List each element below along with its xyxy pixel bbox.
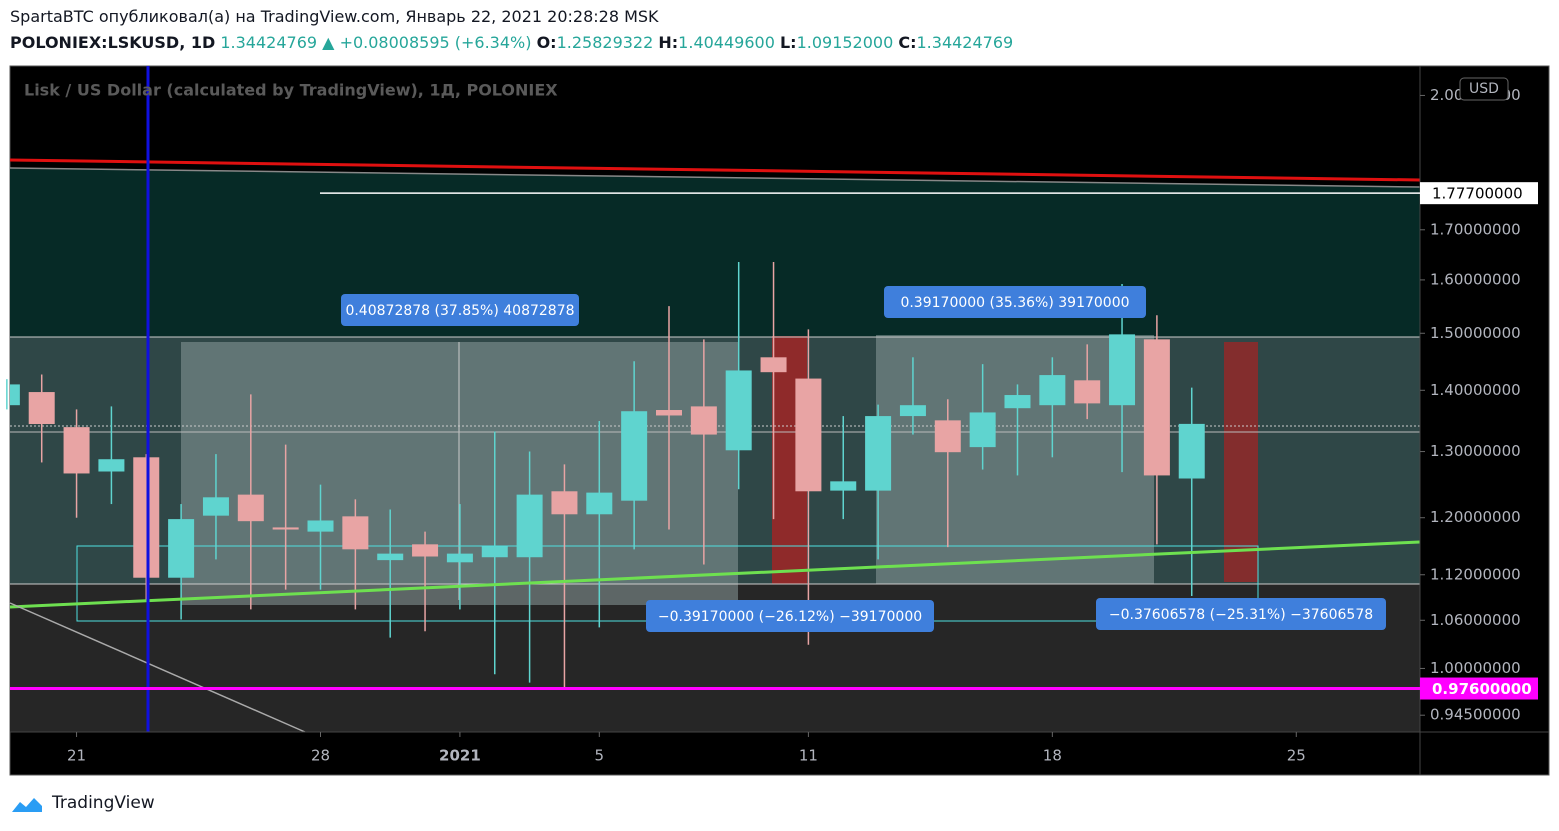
publisher: SpartaBTC опубликовал(а) на TradingView.… [10, 7, 659, 26]
x-tick-label: 21 [67, 747, 86, 765]
measure-label-bg [884, 286, 1146, 318]
price-label: 1.77700000 [1432, 185, 1523, 203]
y-tick-label: 1.60000000 [1430, 270, 1521, 288]
candle-body [830, 481, 857, 491]
candle-body [481, 546, 508, 558]
x-tick-label: 28 [311, 747, 330, 765]
candle-body [1074, 380, 1101, 404]
candle-body [28, 392, 55, 425]
y-tick-label: 1.50000000 [1430, 324, 1521, 342]
measure-box [876, 335, 1154, 584]
candle-body [760, 357, 787, 373]
candle-body [237, 494, 264, 522]
x-tick-label: 11 [799, 747, 818, 765]
y-tick-label: 1.00000000 [1430, 659, 1521, 677]
measure-label-bg [1096, 598, 1386, 630]
candle-body [307, 520, 334, 532]
resistance-line [9, 158, 1421, 182]
measure-label: −0.37606578 (−25.31%) −37606578 [1109, 607, 1373, 623]
o: 1.25829322 [556, 33, 654, 52]
x-tick-label: 2021 [439, 747, 481, 765]
price-label-bg [1420, 182, 1538, 205]
c-label: C: [898, 33, 917, 52]
publisher-text: SpartaBTC опубликовал(а) на TradingView.… [10, 7, 659, 26]
y-tick-label: 1.06000000 [1430, 611, 1521, 629]
x-tick-label: 25 [1287, 747, 1306, 765]
last: 1.34424769 [220, 33, 318, 52]
candle-body [1178, 423, 1205, 479]
candle-body [133, 457, 160, 578]
y-tick-label: 1.30000000 [1430, 442, 1521, 460]
price-label-bg [1420, 677, 1538, 700]
measure-label: 0.40872878 (37.85%) 40872878 [345, 303, 574, 319]
candle-body [412, 544, 439, 557]
y-tick-label: 1.12000000 [1430, 565, 1521, 583]
change: +0.08008595 (+6.34%) [339, 33, 532, 52]
candle-body [969, 412, 996, 448]
candle-body [63, 427, 90, 474]
candle-body [516, 494, 543, 558]
trend-line [9, 602, 306, 733]
y-tick-label: 1.40000000 [1430, 381, 1521, 399]
candle-body [1143, 339, 1170, 476]
currency-badge [1459, 77, 1509, 101]
candle-body [202, 497, 229, 516]
candle-body [98, 459, 125, 472]
candle-body [1109, 334, 1136, 406]
trend-line [9, 167, 1421, 188]
l: 1.09152000 [796, 33, 894, 52]
y-tick-label: 1.20000000 [1430, 508, 1521, 526]
candle-body [690, 406, 717, 435]
c: 1.34424769 [916, 33, 1014, 52]
candle-body [342, 516, 369, 550]
candle-body [10, 384, 20, 406]
arrow: ▲ [322, 33, 335, 52]
candle-body [621, 411, 648, 501]
y-tick-label: 1.70000000 [1430, 220, 1521, 238]
candle-body [377, 553, 404, 561]
candle-body [655, 410, 682, 416]
candle-body [1004, 395, 1031, 409]
candle-body [725, 370, 752, 451]
candle-body [168, 519, 195, 578]
candle-body [899, 405, 926, 417]
x-tick-label: 5 [595, 747, 605, 765]
brand: TradingView [52, 793, 155, 813]
candle-body [551, 491, 578, 515]
h-label: H: [658, 33, 679, 52]
candle-body [865, 416, 892, 491]
chart-title: Lisk / US Dollar (calculated by TradingV… [24, 81, 558, 100]
price-label: 0.97600000 [1432, 680, 1532, 698]
measure-label-bg [646, 600, 934, 632]
x-tick-label: 18 [1043, 747, 1062, 765]
measure-label: 0.39170000 (35.36%) 39170000 [900, 295, 1129, 311]
currency: USD [1469, 81, 1499, 97]
candle-body [795, 378, 822, 492]
candle-body [586, 492, 613, 515]
l-label: L: [779, 33, 797, 52]
candles [6, 262, 1205, 690]
candle-body [934, 420, 961, 453]
candle-body [1039, 375, 1066, 406]
symbol: POLONIEX:LSKUSD, 1D [10, 33, 216, 52]
support-line [9, 540, 1421, 609]
y-tick-label: 0.94500000 [1430, 706, 1521, 724]
measure-label-bg [341, 294, 579, 326]
ohlc-bar: POLONIEX:LSKUSD, 1D 1.34424769 ▲ +0.0800… [10, 33, 1013, 52]
h: 1.40449600 [678, 33, 775, 52]
candle-body [272, 527, 299, 530]
drop-box [1224, 342, 1258, 582]
candle-body [446, 553, 473, 563]
o-label: O: [536, 33, 557, 52]
logo [12, 798, 42, 812]
measure-label: −0.39170000 (−26.12%) −39170000 [658, 609, 922, 625]
